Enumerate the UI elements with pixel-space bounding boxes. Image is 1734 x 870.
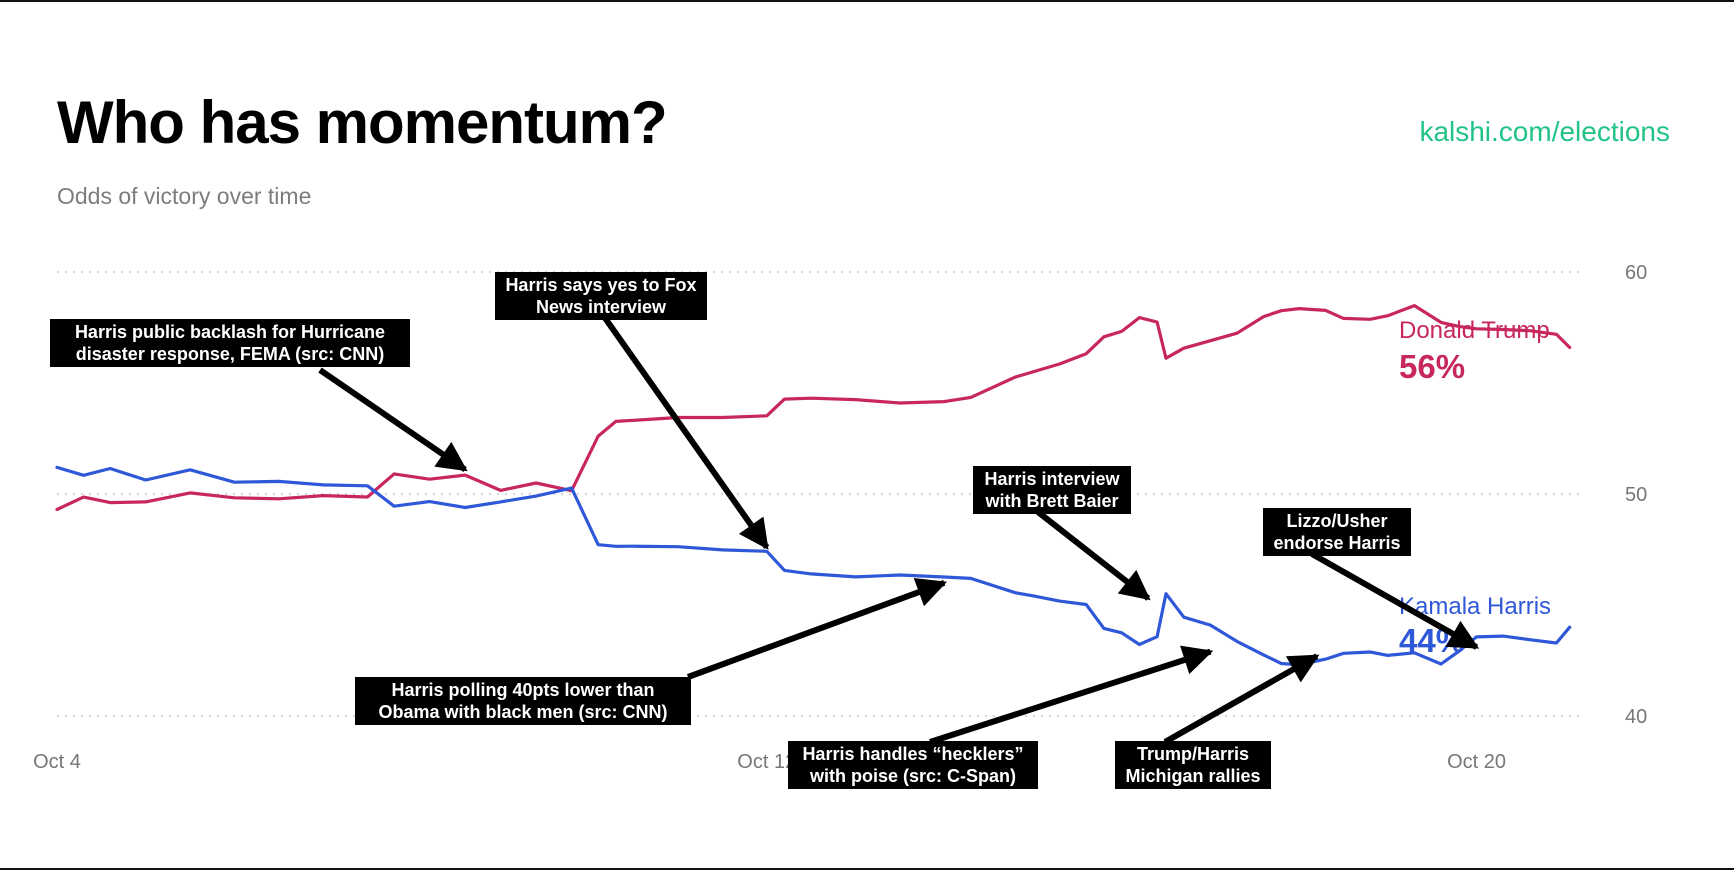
annotation-text: Lizzo/Usher [1286,511,1387,531]
annotation-arrow [602,316,770,550]
annotation-background [50,319,410,367]
x-tick-label: Oct 20 [1447,751,1506,773]
annotation-text: Harris says yes to Fox [505,275,696,295]
annotation-box: Harris handles “hecklers”with poise (src… [788,741,1038,789]
annotation-text: Obama with black men (src: CNN) [378,702,667,722]
annotation-arrow [1163,653,1320,745]
annotation-text: Trump/Harris [1137,744,1249,764]
x-tick-label: Oct 12 [737,751,796,773]
series-end-value: 56% [1399,348,1465,385]
annotation-text: Harris public backlash for Hurricane [75,322,385,342]
y-tick-label: 60 [1625,262,1647,284]
series-end-value: 44% [1399,622,1465,659]
annotation-text: disaster response, FEMA (src: CNN) [76,344,384,364]
annotation-background [1263,508,1411,556]
annotation-text: Harris polling 40pts lower than [391,680,654,700]
series-line-trump [55,304,1572,512]
annotation-arrow [1036,509,1151,601]
annotation-arrow [1310,551,1480,650]
annotation-arrow [686,578,948,680]
page-title: Who has momentum? [57,89,668,156]
annotation-text: endorse Harris [1273,533,1400,553]
source-link[interactable]: kalshi.com/elections [1419,116,1670,147]
y-tick-label: 50 [1625,484,1647,506]
annotation-text: News interview [536,297,667,317]
annotation-text: Michigan rallies [1125,766,1260,786]
annotation-text: with Brett Baier [984,491,1118,511]
annotation-background [973,466,1131,514]
series-name-label: Donald Trump [1399,317,1550,344]
annotation-text: with poise (src: C-Span) [809,766,1016,786]
x-tick-label: Oct 4 [33,751,81,773]
page-subtitle: Odds of victory over time [57,183,312,209]
annotation-background [788,741,1038,789]
annotation-text: Harris interview [984,469,1120,489]
annotation-arrow [318,367,468,473]
y-tick-label: 40 [1625,706,1647,728]
annotation-background [355,677,691,725]
annotation-text: Harris handles “hecklers” [802,744,1023,764]
annotation-box: Harris public backlash for Hurricanedisa… [50,319,410,367]
annotation-background [495,272,707,320]
series-line-harris [55,465,1572,667]
annotation-background [1115,741,1271,789]
annotation-arrow [929,645,1214,745]
